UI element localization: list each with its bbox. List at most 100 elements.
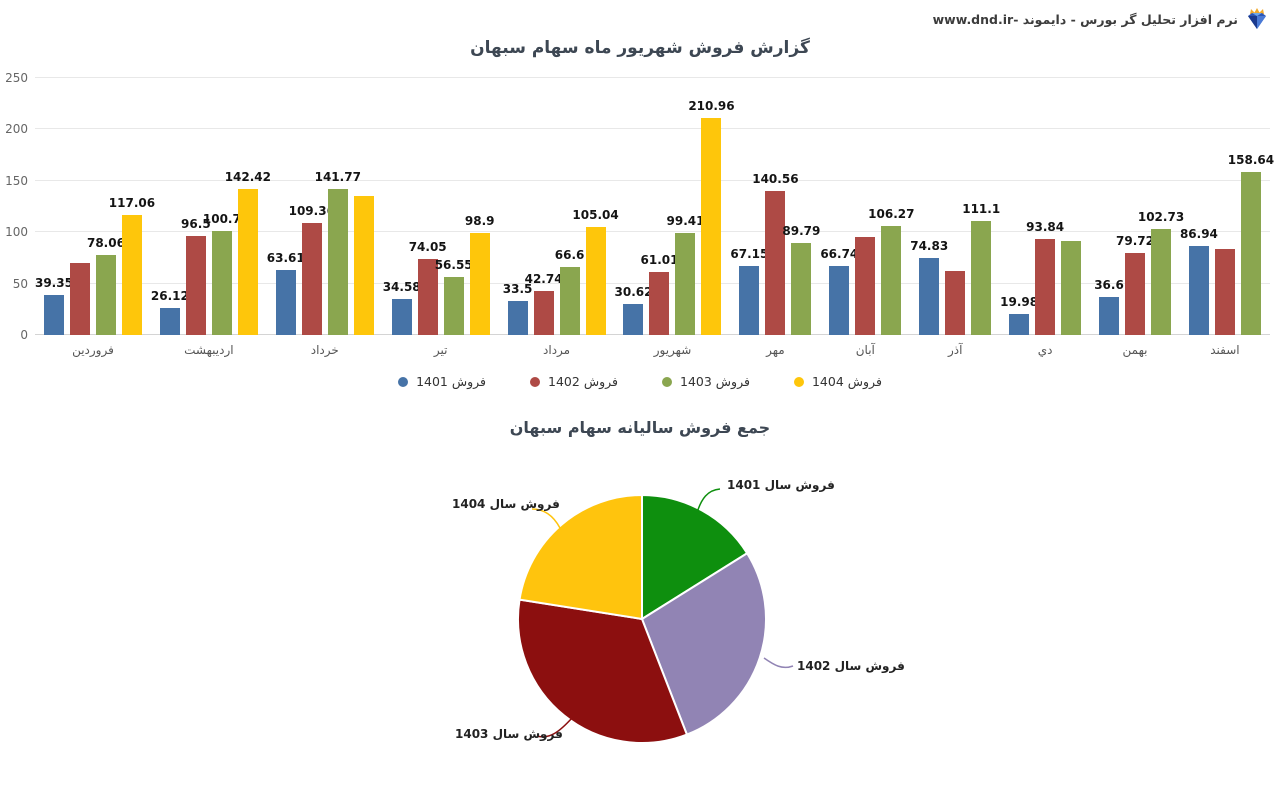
bar: 30.62 (615, 285, 652, 335)
bar (1214, 248, 1235, 335)
legend-item[interactable]: فروش 1403 (662, 374, 750, 389)
x-axis-label: مهر (766, 343, 785, 357)
bar-value-label: 111.1 (962, 201, 1001, 216)
x-axis-label: فروردین (72, 343, 114, 357)
bar-value-label: 141.77 (314, 170, 361, 185)
bar-chart-plot: 39.35 78.06 117.06 فروردین 26.12 96.5 100.7 142… (35, 77, 1274, 357)
bar: 210.96 (688, 99, 735, 335)
legend-item[interactable]: فروش 1402 (530, 374, 618, 389)
bar-value-label: 74.05 (408, 239, 447, 254)
x-axis-label: دي (1037, 343, 1053, 357)
bar-chart-y-axis: 0 50 100 150 200 250 (0, 71, 30, 342)
bar-group: 33.5 42.74 66.6 105.04 مرداد (503, 78, 619, 357)
bar: 36.6 (1094, 278, 1124, 335)
bar-group: 30.62 61.01 99.41 210.96 شهریور (615, 78, 735, 357)
bar: 19.98 (1000, 295, 1038, 335)
bar-value-label: 33.5 (502, 281, 533, 296)
legend-marker-icon (662, 376, 672, 387)
pie-chart-title: جمع فروش سالیانه سهام سبهان (509, 418, 771, 437)
bar-value-label: 56.55 (434, 257, 473, 272)
x-axis-label: اردیبهشت (184, 343, 234, 357)
bar-group: 66.74 106.27 آبان (820, 78, 914, 357)
legend-marker-icon (398, 376, 409, 387)
legend-marker-icon (793, 376, 804, 387)
x-axis-label: اسفند (1210, 343, 1240, 357)
gridline (35, 128, 1270, 130)
bar-value-label: 109.36 (288, 203, 335, 218)
bar: 56.55 (435, 258, 473, 335)
bar-group: 34.58 74.05 56.55 98.9 تیر (383, 78, 495, 357)
legend-item[interactable]: فروش 1404 (793, 374, 882, 389)
pie-slice (640, 551, 767, 736)
bar (353, 196, 374, 335)
bar-value-label: 105.04 (572, 208, 619, 223)
bar: 117.06 (109, 196, 155, 335)
pie-slice (517, 598, 689, 744)
bar-value-label: 102.73 (1137, 210, 1185, 225)
bar-value-label: 93.84 (1026, 219, 1065, 234)
bar-value-label: 34.58 (382, 280, 421, 295)
bar-value-label: 78.06 (86, 235, 125, 250)
bar: 79.72 (1116, 234, 1154, 335)
bar: 26.12 (151, 289, 189, 335)
bar: 141.77 (315, 170, 361, 335)
bar-value-label: 26.12 (150, 289, 189, 304)
legend-label: فروش 1403 (680, 374, 750, 389)
pie-slice (641, 493, 749, 621)
x-axis-label: مرداد (543, 343, 571, 357)
legend-marker-icon (530, 376, 541, 387)
bar (1061, 241, 1082, 335)
bar-value-label: 96.5 (181, 216, 211, 231)
bar-value-label: 142.42 (224, 169, 272, 184)
header: نرم افزار تحلیل گر بورس - دایموند -www.d… (933, 6, 1270, 32)
pie-label-1403: فروش سال 1403 (455, 727, 563, 741)
bar-value-label: 67.15 (730, 246, 769, 261)
y-tick-label: 100 (5, 225, 28, 240)
bar-group: 74.83 111.1 آذر (910, 78, 1000, 357)
pie-slice (518, 493, 643, 621)
bar: 67.15 (730, 247, 768, 335)
bar: 109.36 (289, 204, 335, 335)
bar-group: 19.98 93.84 دي (1000, 78, 1082, 357)
bar: 39.35 (35, 276, 73, 335)
bar: 158.64 (1228, 153, 1274, 335)
legend-label: فروش 1401 (416, 374, 487, 389)
bar: 61.01 (641, 253, 678, 335)
bar-value-label: 63.61 (266, 250, 305, 265)
bar-group: 39.35 78.06 117.06 فروردین (35, 78, 155, 357)
x-axis-label: تیر (433, 343, 448, 357)
brand-text: نرم افزار تحلیل گر بورس - دایموند -www.d… (932, 11, 1238, 27)
bar-value-label: 158.64 (1227, 152, 1275, 167)
bar-value-label: 140.56 (752, 171, 799, 186)
bar-group: 26.12 96.5 100.7 142.42 اردیبهشت (151, 78, 271, 357)
x-axis-label: آبان (855, 343, 875, 357)
pie-leader-line (763, 657, 794, 669)
bar-value-label: 210.96 (688, 99, 735, 114)
diamond-crown-icon (1244, 7, 1270, 31)
legend-item[interactable]: فروش 1401 (398, 374, 486, 389)
bar (945, 271, 966, 335)
bar: 74.83 (910, 239, 948, 335)
bar-value-label: 36.6 (1094, 278, 1124, 293)
y-tick-label: 50 (12, 276, 28, 291)
bar (69, 263, 90, 335)
pie-chart (517, 488, 794, 744)
bar-value-label: 39.35 (34, 275, 73, 290)
y-tick-label: 150 (5, 173, 28, 188)
pie-label-1401: فروش سال 1401 (727, 478, 835, 492)
bar: 105.04 (572, 208, 619, 335)
bar: 42.74 (525, 272, 563, 335)
bar-value-label: 100.7 (202, 212, 241, 227)
bar: 86.94 (1180, 227, 1218, 335)
pie-leader-line (531, 508, 561, 529)
bar: 102.73 (1138, 210, 1184, 335)
bar-value-label: 66.74 (820, 247, 859, 262)
bar: 34.58 (383, 280, 421, 335)
pie-label-1404: فروش سال 1404 (452, 497, 560, 511)
bar-group: 36.6 79.72 102.73 بهمن (1094, 78, 1184, 357)
y-tick-label: 200 (5, 122, 28, 137)
gridline (35, 179, 1270, 181)
bar: 142.42 (225, 170, 271, 335)
bar: 140.56 (752, 172, 799, 335)
bar: 93.84 (1026, 220, 1064, 335)
